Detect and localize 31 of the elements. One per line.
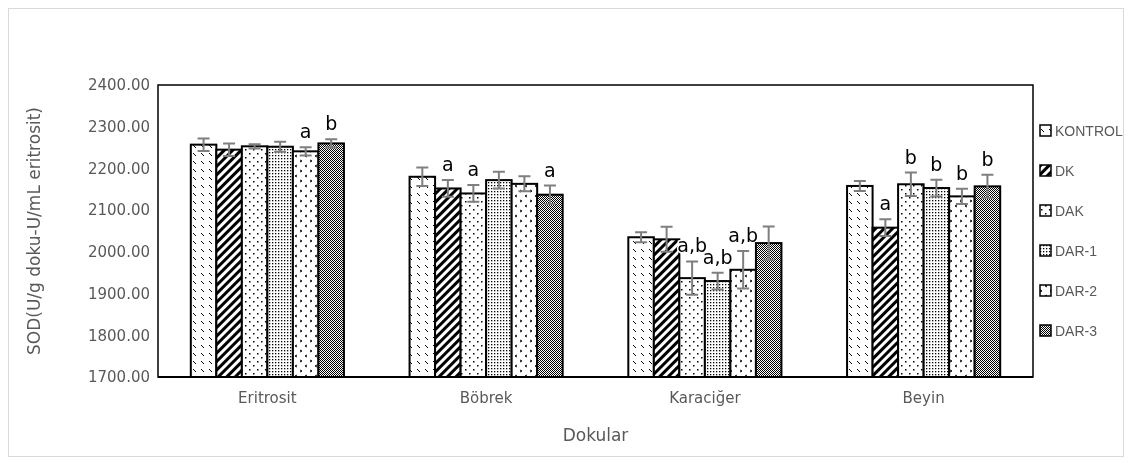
y-tick-label: 2100.00 bbox=[87, 201, 150, 220]
y-tick-label: 1800.00 bbox=[87, 326, 150, 345]
x-tick-label: Karaciğer bbox=[669, 389, 742, 407]
legend-label: DAK bbox=[1055, 202, 1085, 219]
data-label: a bbox=[879, 192, 892, 215]
data-label: a,b bbox=[728, 224, 759, 247]
y-tick-label: 2300.00 bbox=[87, 117, 150, 136]
data-label: a bbox=[467, 158, 480, 181]
legend-label: DAR-2 bbox=[1055, 282, 1098, 299]
x-tick-label: Beyin bbox=[902, 389, 945, 407]
y-tick-label: 1700.00 bbox=[87, 368, 150, 387]
data-label: a bbox=[442, 153, 454, 176]
legend-label: DAR-1 bbox=[1055, 242, 1098, 259]
data-label: b bbox=[930, 152, 943, 175]
y-tick-label: 2000.00 bbox=[87, 243, 150, 262]
data-label: b bbox=[955, 161, 968, 184]
y-tick-label: 1900.00 bbox=[87, 284, 150, 303]
x-tick-label: Böbrek bbox=[459, 389, 513, 407]
data-label: a bbox=[544, 158, 556, 181]
legend-label: DK bbox=[1055, 162, 1076, 179]
legend-label: DAR-3 bbox=[1055, 322, 1098, 339]
y-tick-label: 2200.00 bbox=[87, 159, 150, 178]
data-label: b bbox=[981, 147, 994, 170]
x-tick-label: Eritrosit bbox=[238, 389, 297, 407]
data-label: b bbox=[904, 145, 917, 168]
data-label: a bbox=[299, 120, 312, 143]
y-tick-label: 2400.00 bbox=[87, 76, 150, 95]
y-axis-title: SOD(U/g doku-U/mL eritrosit) bbox=[24, 106, 44, 356]
legend-label: KONTROL bbox=[1055, 122, 1123, 139]
x-axis-title: Dokular bbox=[562, 425, 629, 445]
data-label: b bbox=[325, 112, 338, 135]
